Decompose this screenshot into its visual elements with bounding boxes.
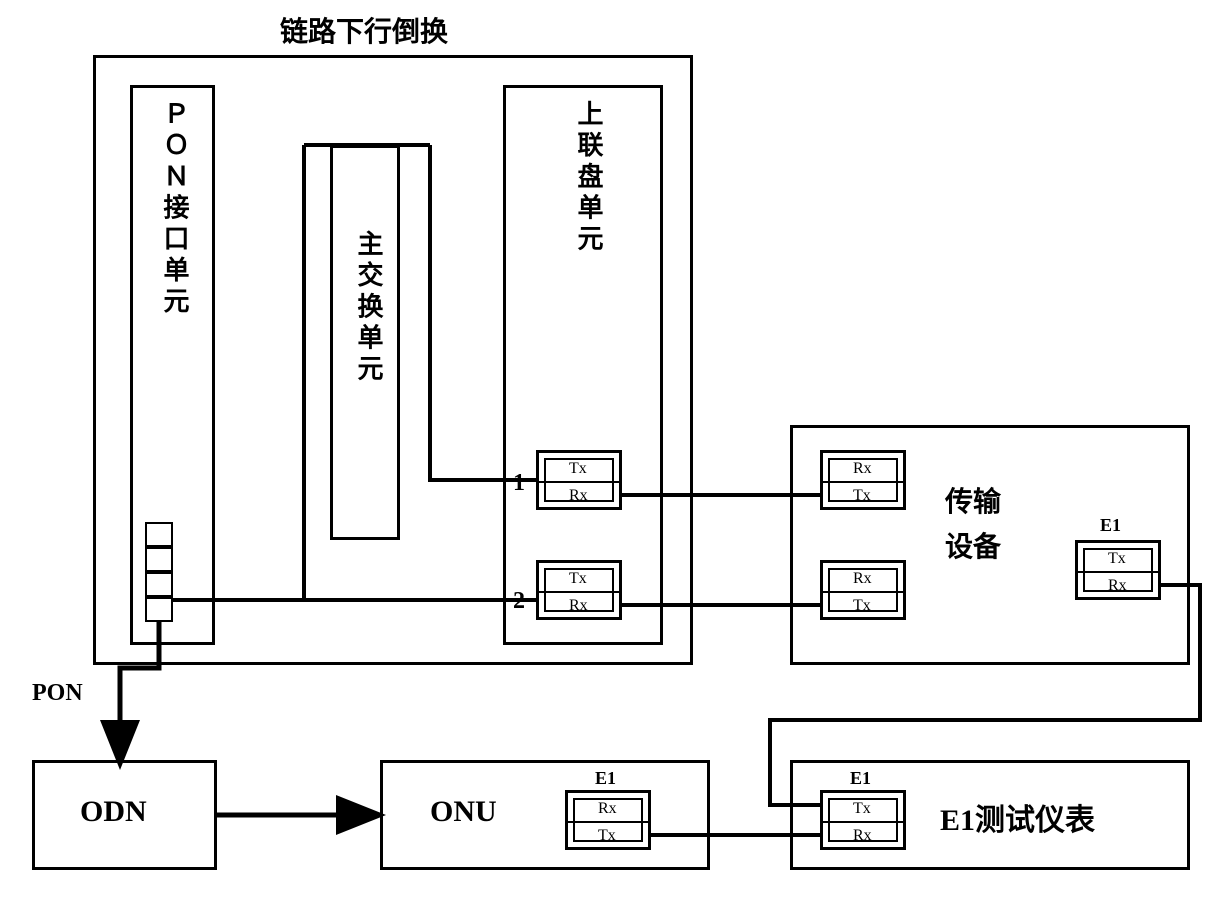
transport-label-2: 设备 [945, 525, 1001, 565]
tester-e1-label: E1 [850, 768, 871, 789]
transport-port-2: Rx Tx [820, 560, 906, 620]
tport2-rx: Rx [853, 570, 872, 588]
onu-tx: Tx [598, 827, 616, 845]
uplink-port-1: Tx Rx [536, 450, 622, 510]
port2-tx: Tx [569, 570, 587, 588]
tport2-tx: Tx [853, 597, 871, 615]
transport-e1-port: Tx Rx [1075, 540, 1161, 600]
te1-tx: Tx [1108, 550, 1126, 568]
transport-port-1: Rx Tx [820, 450, 906, 510]
pon-port [145, 547, 173, 572]
port1-number: 1 [513, 470, 525, 497]
transport-e1-label: E1 [1100, 515, 1121, 536]
odn-label: ODN [80, 795, 147, 829]
uplink-unit-label: 上联盘单元 [570, 100, 607, 256]
tester-tx: Tx [853, 800, 871, 818]
tester-label: E1测试仪表 [940, 795, 1095, 839]
transport-label-1: 传输 [945, 480, 1001, 520]
tester-rx: Rx [853, 827, 872, 845]
pon-port [145, 522, 173, 547]
tester-e1-port: Tx Rx [820, 790, 906, 850]
onu-label: ONU [430, 795, 497, 829]
diagram-canvas: 链路下行倒换 ＰＯＮ接口单元 主交换单元 上联盘单元 Tx Rx 1 Tx Rx… [0, 0, 1224, 904]
onu-rx: Rx [598, 800, 617, 818]
diagram-title: 链路下行倒换 [280, 10, 448, 50]
uplink-port-2: Tx Rx [536, 560, 622, 620]
onu-e1-label: E1 [595, 768, 616, 789]
te1-rx: Rx [1108, 577, 1127, 595]
switch-unit-label: 主交换单元 [350, 230, 387, 386]
pon-link-label: PON [32, 680, 83, 707]
port1-rx: Rx [569, 487, 588, 505]
pon-unit-label: ＰＯＮ接口单元 [156, 100, 193, 318]
pon-port [145, 572, 173, 597]
tport1-tx: Tx [853, 487, 871, 505]
onu-e1-port: Rx Tx [565, 790, 651, 850]
port1-tx: Tx [569, 460, 587, 478]
port2-rx: Rx [569, 597, 588, 615]
port2-number: 2 [513, 588, 525, 615]
pon-port [145, 597, 173, 622]
tport1-rx: Rx [853, 460, 872, 478]
